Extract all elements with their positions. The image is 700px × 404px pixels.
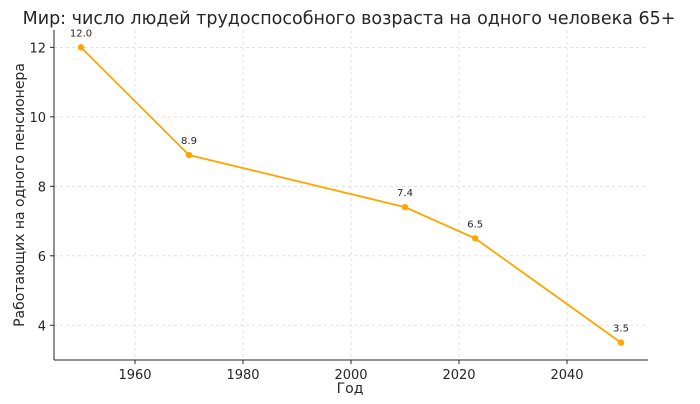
data-labels: 12.0 8.9 7.4 6.5 3.5 [70, 28, 629, 334]
y-tick-label: 12 [29, 41, 46, 56]
data-point [617, 339, 625, 346]
x-tick-label: 2000 [334, 368, 367, 383]
x-tick-label: 1980 [226, 368, 259, 383]
x-tick-label: 1960 [118, 368, 151, 383]
y-axis-ticks: 4 6 8 10 12 [29, 41, 54, 334]
y-tick-label: 6 [38, 250, 46, 265]
data-point [472, 235, 479, 242]
data-point [77, 44, 85, 51]
y-axis-label: Работающих на одного пенсионера [12, 63, 28, 327]
x-tick-label: 2020 [442, 368, 475, 383]
data-label: 8.9 [181, 136, 197, 147]
data-label: 3.5 [613, 324, 629, 335]
grid [54, 30, 648, 360]
y-tick-label: 8 [38, 180, 46, 195]
y-tick-label: 10 [29, 111, 46, 126]
chart-title: Мир: число людей трудоспособного возраст… [23, 9, 676, 29]
x-axis-label: Год [337, 381, 364, 397]
y-tick-label: 4 [38, 319, 46, 334]
data-label: 12.0 [70, 28, 92, 39]
x-tick-label: 2040 [550, 368, 583, 383]
data-label: 7.4 [397, 188, 413, 199]
x-axis-ticks: 1960 1980 2000 2020 2040 [118, 360, 584, 383]
data-point [401, 203, 409, 211]
series-layer [77, 44, 625, 346]
data-point [185, 151, 193, 159]
data-label: 6.5 [467, 219, 483, 230]
